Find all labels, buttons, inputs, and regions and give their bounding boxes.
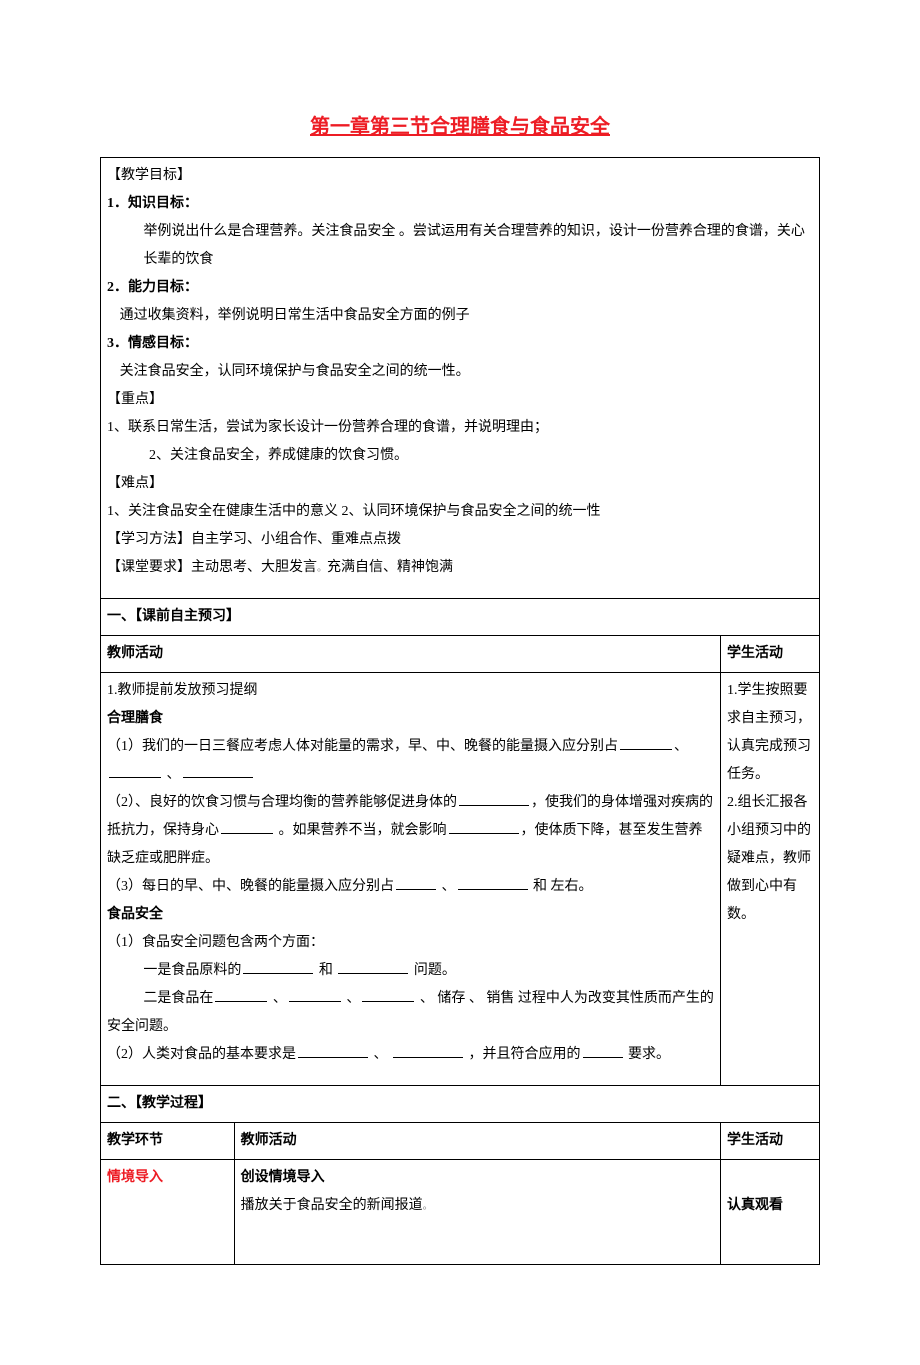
blank: [393, 1044, 463, 1058]
goals-block: 【教学目标】 1．知识目标： 举例说出什么是合理营养。关注食品安全 。尝试运用有…: [101, 158, 820, 599]
process-row1-student: 认真观看: [721, 1160, 820, 1265]
blank: [459, 792, 529, 806]
ability-text: 通过收集资料，举例说明日常生活中食品安全方面的例子: [107, 302, 813, 330]
keypoints-line1: 1、联系日常生活，尝试为家长设计一份营养合理的食谱，并说明理由；: [107, 414, 813, 442]
blank: [620, 736, 672, 750]
methods-row: 【学习方法】自主学习、小组合作、重难点点拨: [107, 526, 813, 554]
diet-header: 合理膳食: [107, 705, 714, 733]
methods-text: 自主学习、小组合作、重难点点拨: [191, 532, 401, 547]
preview-teacher-cell: 1.教师提前发放预习提纲 合理膳食 （1）我们的一日三餐应考虑人体对能量的需求，…: [101, 673, 721, 1086]
ability-label: 2．能力目标：: [107, 274, 813, 302]
document-title: 第一章第三节合理膳食与食品安全: [100, 110, 820, 139]
keypoints-line2: 2、关注食品安全，养成健康的饮食习惯。: [107, 442, 813, 470]
knowledge-text: 举例说出什么是合理营养。关注食品安全 。尝试运用有关合理营养的知识，设计一份营养…: [107, 218, 813, 274]
requirements-label: 【课堂要求】: [107, 560, 191, 575]
process-col-teacher: 教师活动: [234, 1123, 720, 1160]
safety-1-a: 一是食品原料的 和 问题。: [107, 957, 714, 985]
diet-item-1: （1）我们的一日三餐应考虑人体对能量的需求，早、中、晚餐的能量摄入应分别占、 、: [107, 733, 714, 789]
safety-2: （2）人类对食品的基本要求是 、 ，并且符合应用的 要求。: [107, 1041, 714, 1069]
keypoints-header: 【重点】: [107, 386, 813, 414]
safety-1-head: （1）食品安全问题包含两个方面：: [107, 929, 714, 957]
dot-icon: 。: [423, 1201, 433, 1212]
blank: [221, 820, 273, 834]
methods-label: 【学习方法】: [107, 532, 191, 547]
safety-1-b: 二是食品在 、 、 、 储存 、 销售 过程中人为改变其性质而产生的安全问题。: [107, 985, 714, 1041]
process-row1-stage: 情境导入: [101, 1160, 235, 1265]
diet-item-2: （2）、良好的饮食习惯与合理均衡的营养能够促进身体的，使我们的身体增强对疾病的抵…: [107, 789, 714, 873]
blank: [583, 1044, 623, 1058]
preview-teacher-header: 教师活动: [101, 636, 721, 673]
process-col-student: 学生活动: [721, 1123, 820, 1160]
process-row1-teacher-line1: 创设情境导入: [241, 1164, 714, 1192]
difficulties-line: 1、关注食品安全在健康生活中的意义 2、认同环境保护与食品安全之间的统一性: [107, 498, 813, 526]
process-section-header: 二、【教学过程】: [101, 1086, 820, 1123]
blank: [109, 764, 161, 778]
process-row1-teacher: 创设情境导入 播放关于食品安全的新闻报道。: [234, 1160, 720, 1265]
process-row1-teacher-line2: 播放关于食品安全的新闻报道。: [241, 1192, 714, 1220]
diet-item-3: （3）每日的早、中、晚餐的能量摄入应分别占 、 和 左右。: [107, 873, 714, 901]
blank: [298, 1044, 368, 1058]
student-note-1: 1.学生按照要求自主预习，认真完成预习任务。: [727, 677, 813, 789]
blank: [449, 820, 519, 834]
blank: [289, 988, 341, 1002]
blank: [362, 988, 414, 1002]
process-col-stage: 教学环节: [101, 1123, 235, 1160]
student-note-2: 2.组长汇报各小组预习中的疑难点，教师做到心中有数。: [727, 789, 813, 929]
requirements-text-a: 主动思考、大胆发言: [191, 560, 317, 575]
requirements-text-b: 充满自信、精神饱满: [327, 560, 453, 575]
page: 第一章第三节合理膳食与食品安全 【教学目标】 1．知识目标： 举例说出什么是合理…: [0, 0, 920, 1365]
knowledge-label: 1．知识目标：: [107, 190, 813, 218]
preview-student-cell: 1.学生按照要求自主预习，认真完成预习任务。 2.组长汇报各小组预习中的疑难点，…: [721, 673, 820, 1086]
teacher-line-1: 1.教师提前发放预习提纲: [107, 677, 714, 705]
goals-header: 【教学目标】: [107, 162, 813, 190]
preview-section-header: 一、【课前自主预习】: [101, 599, 820, 636]
preview-student-header: 学生活动: [721, 636, 820, 673]
safety-header: 食品安全: [107, 901, 714, 929]
lesson-plan-table: 【教学目标】 1．知识目标： 举例说出什么是合理营养。关注食品安全 。尝试运用有…: [100, 157, 820, 1265]
difficulties-header: 【难点】: [107, 470, 813, 498]
blank: [243, 960, 313, 974]
blank: [458, 876, 528, 890]
emotion-text: 关注食品安全，认同环境保护与食品安全之间的统一性。: [107, 358, 813, 386]
blank: [338, 960, 408, 974]
requirements-row: 【课堂要求】主动思考、大胆发言。充满自信、精神饱满: [107, 554, 813, 582]
blank: [183, 764, 253, 778]
blank: [215, 988, 267, 1002]
blank: [396, 876, 436, 890]
dot-icon: 。: [317, 563, 327, 574]
emotion-label: 3．情感目标：: [107, 330, 813, 358]
